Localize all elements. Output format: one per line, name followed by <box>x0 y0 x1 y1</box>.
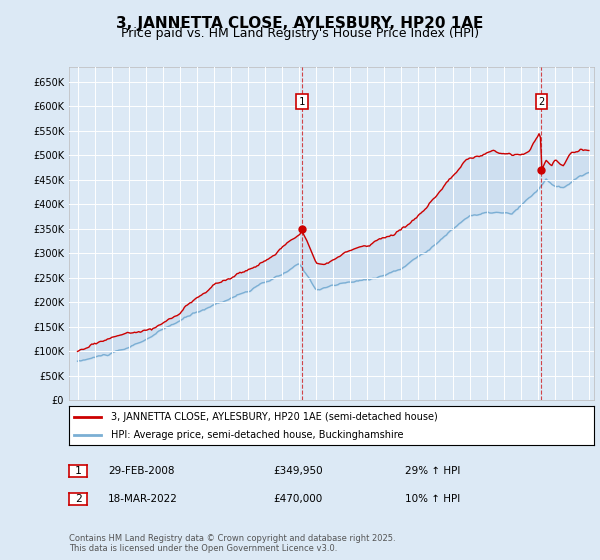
Text: 29% ↑ HPI: 29% ↑ HPI <box>405 466 460 476</box>
Text: 10% ↑ HPI: 10% ↑ HPI <box>405 494 460 504</box>
Text: Price paid vs. HM Land Registry's House Price Index (HPI): Price paid vs. HM Land Registry's House … <box>121 27 479 40</box>
Text: £349,950: £349,950 <box>273 466 323 476</box>
Text: 3, JANNETTA CLOSE, AYLESBURY, HP20 1AE: 3, JANNETTA CLOSE, AYLESBURY, HP20 1AE <box>116 16 484 31</box>
Text: 3, JANNETTA CLOSE, AYLESBURY, HP20 1AE (semi-detached house): 3, JANNETTA CLOSE, AYLESBURY, HP20 1AE (… <box>111 412 438 422</box>
Text: 2: 2 <box>538 96 544 106</box>
Text: 2: 2 <box>74 494 82 504</box>
Text: 1: 1 <box>74 466 82 476</box>
Text: 29-FEB-2008: 29-FEB-2008 <box>108 466 175 476</box>
Text: £470,000: £470,000 <box>273 494 322 504</box>
Text: 1: 1 <box>299 96 305 106</box>
Text: 18-MAR-2022: 18-MAR-2022 <box>108 494 178 504</box>
Text: Contains HM Land Registry data © Crown copyright and database right 2025.
This d: Contains HM Land Registry data © Crown c… <box>69 534 395 553</box>
Text: HPI: Average price, semi-detached house, Buckinghamshire: HPI: Average price, semi-detached house,… <box>111 431 404 440</box>
